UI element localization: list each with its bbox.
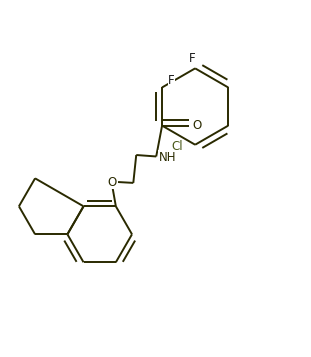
Text: F: F (189, 51, 196, 65)
Text: O: O (193, 119, 202, 132)
Text: NH: NH (159, 151, 176, 164)
Text: O: O (107, 176, 116, 188)
Text: Cl: Cl (171, 140, 183, 153)
Text: F: F (168, 74, 175, 87)
